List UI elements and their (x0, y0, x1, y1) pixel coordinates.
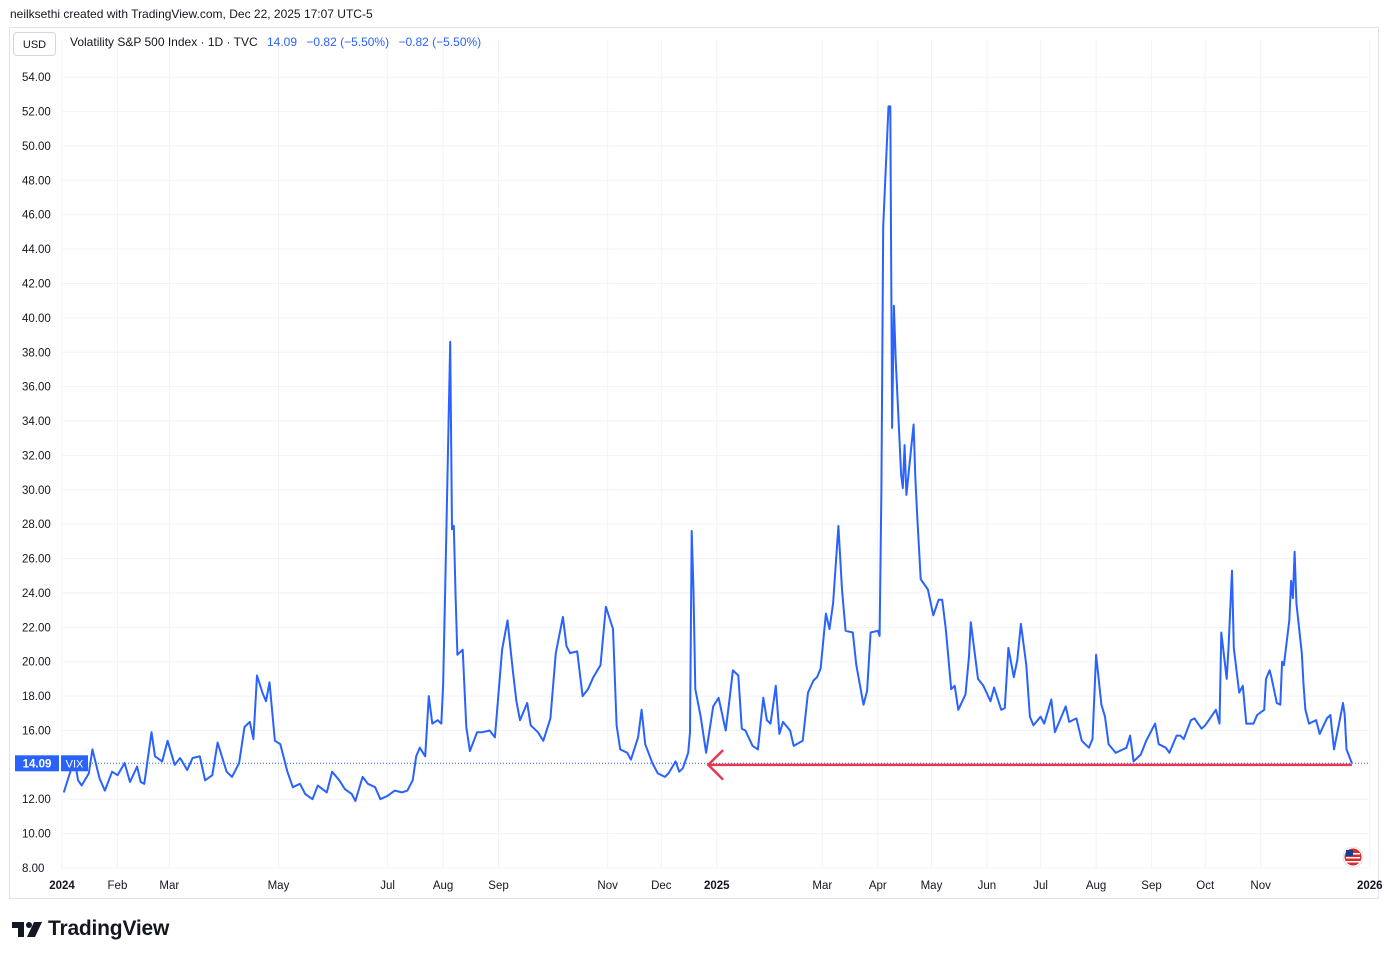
y-tick-label: 40.00 (22, 313, 51, 325)
y-tick-label: 36.00 (22, 382, 51, 394)
x-tick-label: Mar (159, 880, 179, 892)
last-price-box (15, 755, 59, 772)
y-tick-label: 22.00 (22, 622, 51, 634)
y-tick-label: 46.00 (22, 210, 51, 222)
x-tick-label: Feb (108, 880, 128, 892)
x-tick-label: Dec (651, 880, 672, 892)
y-tick-label: 16.00 (22, 725, 51, 737)
tradingview-logo-icon (12, 919, 44, 939)
x-tick-label: Aug (1086, 880, 1106, 892)
x-tick-label: Jul (380, 880, 395, 892)
y-tick-label: 34.00 (22, 416, 51, 428)
y-tick-label: 44.00 (22, 244, 51, 256)
y-tick-label: 28.00 (22, 519, 51, 531)
x-tick-label: May (921, 880, 943, 892)
y-tick-label: 32.00 (22, 450, 51, 462)
y-axis: 54.00 52.00 50.00 48.00 46.00 44.00 42.00 40.00… (22, 72, 51, 875)
x-axis: 2024 Feb Mar May Jul Aug Sep Nov Dec 2025 Mar Apr Ma… (49, 880, 1382, 892)
y-tick-label: 26.00 (22, 554, 51, 566)
y-tick-label: 24.00 (22, 588, 51, 600)
x-tick-label: Nov (597, 880, 618, 892)
annotation-arrow (706, 749, 1352, 781)
tradingview-brand[interactable]: TradingView (12, 915, 169, 943)
x-tick-label: Jun (978, 880, 997, 892)
y-tick-label: 38.00 (22, 347, 51, 359)
y-tick-label: 18.00 (22, 691, 51, 703)
y-tick-label: 42.00 (22, 278, 51, 290)
x-tick-label: Sep (1141, 880, 1161, 892)
y-tick-label: 48.00 (22, 175, 51, 187)
arrow-head (706, 749, 724, 781)
us-flag-icon[interactable] (1342, 846, 1364, 868)
chart-caption: neilksethi created with TradingView.com,… (10, 7, 373, 21)
last-price-label: 14.09 (23, 758, 52, 770)
change-value-2: −0.82 (−5.50%) (398, 35, 482, 49)
x-tick-label: 2024 (49, 880, 75, 892)
x-tick-label: 2026 (1357, 880, 1383, 892)
x-tick-label: Oct (1196, 880, 1215, 892)
brand-name: TradingView (48, 917, 170, 940)
change-value: −0.82 (−5.50%) (306, 35, 390, 49)
x-tick-label: 2025 (704, 880, 730, 892)
chart-frame (9, 27, 1379, 899)
y-tick-label: 8.00 (22, 863, 44, 875)
y-tick-label: 50.00 (22, 141, 51, 153)
vix-series-line (62, 105, 1353, 802)
y-tick-label: 30.00 (22, 485, 51, 497)
y-tick-label: 20.00 (22, 657, 51, 669)
symbol-title: Volatility S&P 500 Index · 1D · TVC (70, 35, 258, 49)
x-tick-label: May (268, 880, 290, 892)
grid-lines (61, 40, 1371, 869)
symbol-tag-label: VIX (66, 758, 84, 770)
last-price-tag: 14.09 VIX (15, 755, 88, 772)
x-tick-label: Mar (812, 880, 832, 892)
x-tick-label: Apr (869, 880, 887, 892)
y-tick-label: 52.00 (22, 107, 51, 119)
last-value: 14.09 (267, 35, 298, 49)
y-tick-label: 10.00 (22, 829, 51, 841)
symbol-legend[interactable]: Volatility S&P 500 Index · 1D · TVC 14.0… (70, 35, 481, 49)
currency-button[interactable]: USD (13, 32, 56, 56)
x-tick-label: Jul (1033, 880, 1048, 892)
x-tick-label: Aug (433, 880, 453, 892)
y-tick-label: 54.00 (22, 72, 51, 84)
y-tick-label: 12.00 (22, 794, 51, 806)
x-tick-label: Nov (1250, 880, 1271, 892)
symbol-tag-box (61, 755, 88, 772)
x-tick-label: Sep (488, 880, 508, 892)
